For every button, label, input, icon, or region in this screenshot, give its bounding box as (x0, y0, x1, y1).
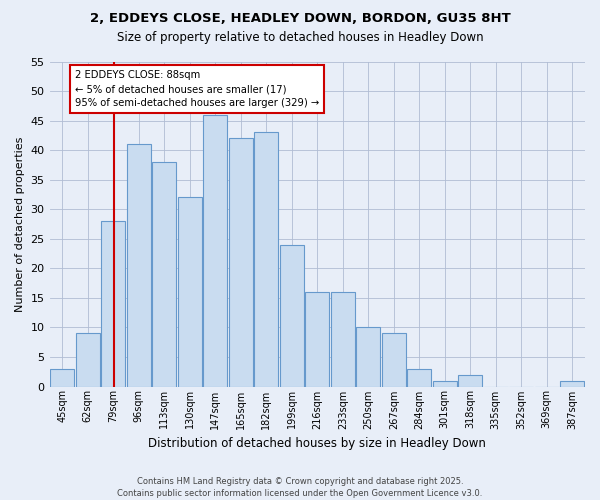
Bar (152, 162, 176, 386)
Bar (76, 334, 100, 386)
Bar (356, 328, 380, 386)
Text: Size of property relative to detached houses in Headley Down: Size of property relative to detached ho… (116, 32, 484, 44)
Text: Contains HM Land Registry data © Crown copyright and database right 2025.: Contains HM Land Registry data © Crown c… (137, 477, 463, 486)
Bar (560, 380, 584, 386)
Bar (254, 132, 278, 386)
Bar (101, 221, 125, 386)
Bar (458, 374, 482, 386)
Text: 2 EDDEYS CLOSE: 88sqm
← 5% of detached houses are smaller (17)
95% of semi-detac: 2 EDDEYS CLOSE: 88sqm ← 5% of detached h… (75, 70, 319, 108)
Bar (433, 380, 457, 386)
Bar (178, 198, 202, 386)
Bar (203, 114, 227, 386)
Bar (127, 144, 151, 386)
Bar (50, 369, 74, 386)
Text: 2, EDDEYS CLOSE, HEADLEY DOWN, BORDON, GU35 8HT: 2, EDDEYS CLOSE, HEADLEY DOWN, BORDON, G… (89, 12, 511, 26)
Text: Contains public sector information licensed under the Open Government Licence v3: Contains public sector information licen… (118, 488, 482, 498)
Bar (331, 292, 355, 386)
Y-axis label: Number of detached properties: Number of detached properties (15, 136, 25, 312)
Bar (280, 244, 304, 386)
Bar (229, 138, 253, 386)
Bar (407, 369, 431, 386)
X-axis label: Distribution of detached houses by size in Headley Down: Distribution of detached houses by size … (148, 437, 486, 450)
Bar (382, 334, 406, 386)
Bar (305, 292, 329, 386)
